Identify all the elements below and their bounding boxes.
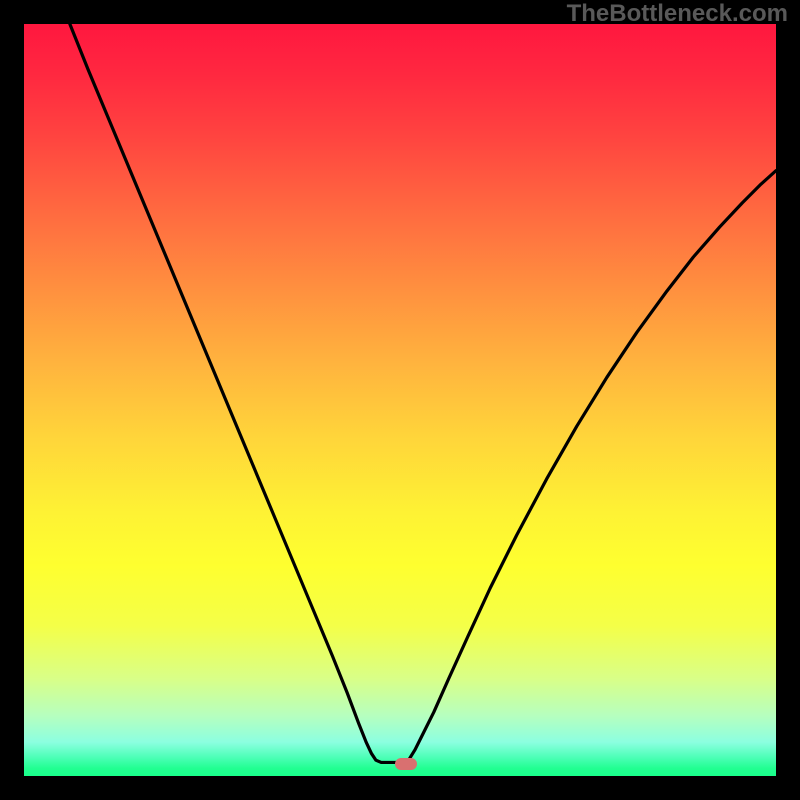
- watermark-text: TheBottleneck.com: [567, 0, 788, 28]
- plot-area: [24, 24, 776, 776]
- bottleneck-curve: [24, 24, 776, 776]
- optimum-marker: [395, 758, 417, 770]
- chart-container: TheBottleneck.com: [0, 0, 800, 800]
